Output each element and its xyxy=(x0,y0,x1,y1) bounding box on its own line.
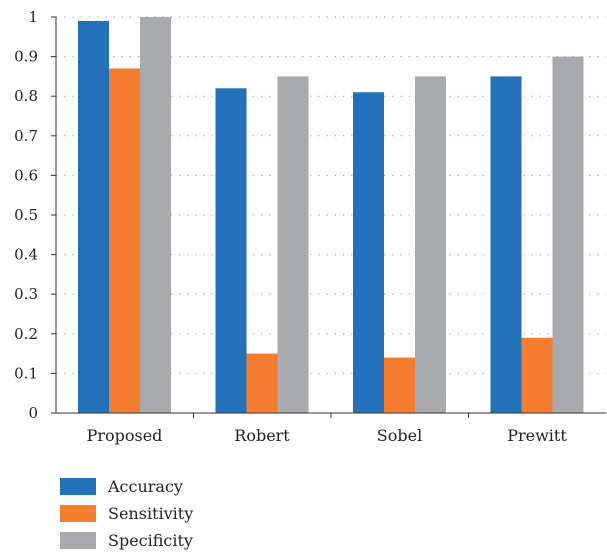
y-tick-label: 0.5 xyxy=(14,206,38,224)
bar-accuracy-proposed xyxy=(78,20,109,414)
bars xyxy=(78,17,584,414)
y-tick-label: 0 xyxy=(28,404,38,422)
y-tick-label: 1 xyxy=(28,8,38,26)
bar-sensitivity-prewitt xyxy=(521,337,553,413)
y-tick-label: 0.8 xyxy=(14,87,38,105)
y-tick-label: 0.2 xyxy=(14,325,38,343)
bar-sensitivity-proposed xyxy=(109,68,140,413)
legend-swatch-sensitivity xyxy=(60,505,96,522)
bar-sensitivity-robert xyxy=(246,353,278,413)
legend-item-sensitivity: Sensitivity xyxy=(60,500,193,527)
y-tick-label: 0.1 xyxy=(14,364,38,382)
x-axis-labels: Proposed Robert Sobel Prewitt xyxy=(87,413,567,445)
bar-accuracy-robert xyxy=(215,88,247,413)
x-category-label: Robert xyxy=(234,426,290,445)
y-tick-label: 0.7 xyxy=(14,127,38,145)
bar-specificity-prewitt xyxy=(552,56,584,413)
bar-chart: 0 0.1 0.2 0.3 0.4 0.5 0.6 0.7 0.8 0.9 1 Proposed Ro… xyxy=(14,8,606,445)
bar-accuracy-prewitt xyxy=(490,76,522,414)
legend: Accuracy Sensitivity Specificity xyxy=(60,473,193,554)
y-axis-ticks: 0 0.1 0.2 0.3 0.4 0.5 0.6 0.7 0.8 0.9 1 xyxy=(14,8,56,422)
y-tick-label: 0.3 xyxy=(14,285,38,303)
x-category-label: Proposed xyxy=(87,426,163,445)
bar-specificity-sobel xyxy=(415,76,446,414)
x-category-label: Prewitt xyxy=(507,426,567,445)
bar-accuracy-sobel xyxy=(353,92,384,414)
bar-sensitivity-sobel xyxy=(384,357,415,413)
bar-specificity-robert xyxy=(277,76,309,414)
legend-label-specificity: Specificity xyxy=(108,531,193,550)
legend-label-sensitivity: Sensitivity xyxy=(108,504,194,523)
y-tick-label: 0.6 xyxy=(14,166,38,184)
legend-item-specificity: Specificity xyxy=(60,527,193,554)
legend-item-accuracy: Accuracy xyxy=(60,473,193,500)
y-tick-label: 0.4 xyxy=(14,246,38,264)
legend-swatch-accuracy xyxy=(60,478,96,495)
bar-specificity-proposed xyxy=(140,17,171,413)
legend-swatch-specificity xyxy=(60,532,96,549)
x-category-label: Sobel xyxy=(377,426,422,445)
legend-label-accuracy: Accuracy xyxy=(108,477,183,496)
y-tick-label: 0.9 xyxy=(14,48,38,66)
